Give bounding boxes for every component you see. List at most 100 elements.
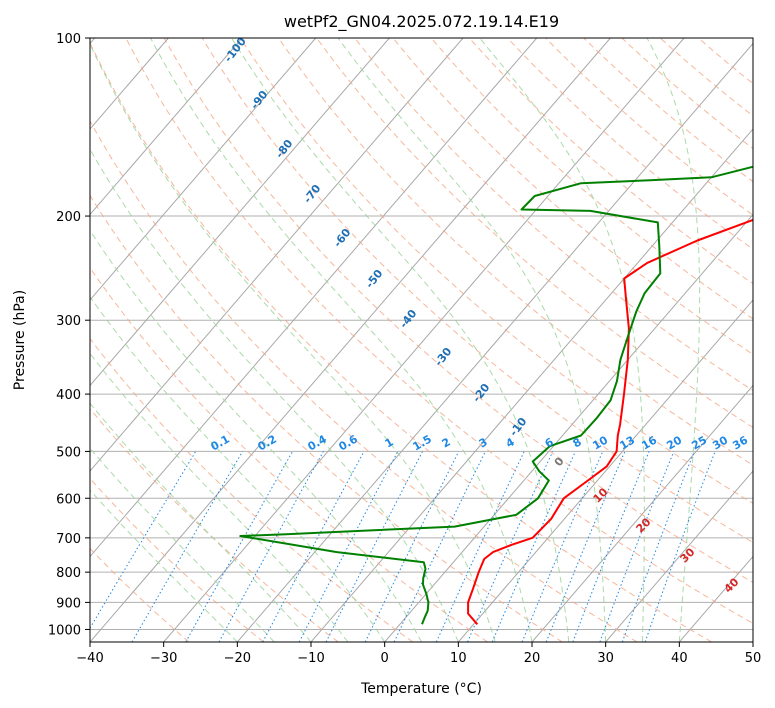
mixing-ratio-line-4 (262, 451, 365, 642)
mixing-ratio-line-5 (298, 451, 399, 642)
moist-adiabat--10 (90, 402, 312, 642)
y-tick-label-700: 700 (56, 532, 81, 547)
dry-adiabat-80 (239, 38, 753, 504)
mixing-ratio-label-13: 16 (639, 433, 659, 452)
y-tick-label-800: 800 (56, 566, 81, 581)
temperature-profile (467, 218, 753, 625)
dry-adiabat-label-0: 10 (591, 485, 611, 505)
moist-adiabat-10 (90, 148, 459, 642)
mixing-ratio-label-7: 3 (477, 435, 490, 450)
moist-adiabat-20 (150, 38, 533, 642)
moist-adiabat-label-2: -80 (273, 137, 296, 161)
moist-adiabat-lines (90, 38, 701, 642)
dry-adiabat-200 (697, 38, 753, 85)
dry-adiabat-50 (125, 38, 753, 625)
x-axis-label: Temperature (°C) (360, 681, 482, 697)
moist-adiabat-label-3: -70 (301, 182, 324, 206)
isotherm--40 (90, 38, 611, 642)
moist-adiabat-label-5: -50 (363, 267, 386, 291)
mixing-ratio-line-10 (467, 451, 554, 642)
mixing-ratio-line-7 (364, 451, 460, 642)
isotherm-20 (531, 384, 753, 642)
dry-adiabat-60 (163, 38, 753, 584)
y-tick-label-200: 200 (56, 210, 81, 225)
dry-adiabat-140 (468, 38, 753, 285)
isotherm-30 (605, 470, 753, 642)
dry-adiabat-100 (316, 38, 753, 429)
dry-adiabat-label-1: 20 (634, 515, 654, 535)
y-tick-label-100: 100 (56, 32, 81, 47)
moist-adiabat-35 (479, 38, 645, 642)
mixing-ratio-label-16: 30 (710, 433, 730, 452)
x-tick-label--10: −10 (297, 651, 324, 666)
dry-adiabat-160 (545, 38, 753, 216)
moist-adiabat-25 (231, 38, 570, 642)
isotherm--50 (90, 38, 538, 558)
dry-adiabat-70 (201, 38, 753, 544)
x-tick-label-40: 40 (671, 651, 688, 666)
mixing-ratio-label-15: 25 (689, 434, 709, 453)
y-tick-label-900: 900 (56, 596, 81, 611)
y-tick-label-300: 300 (56, 314, 81, 329)
isotherm-lines (90, 38, 753, 642)
y-axis-label: Pressure (hPa) (12, 290, 28, 390)
moist-adiabat-15 (90, 43, 496, 642)
dry-adiabat-110 (354, 38, 753, 392)
mixing-ratio-label-5: 1.5 (411, 432, 434, 453)
isotherm--30 (163, 38, 685, 642)
mixing-ratio-line-12 (521, 451, 604, 642)
mixing-ratio-line-9 (435, 451, 525, 642)
mixing-ratio-label-0: 0.1 (209, 432, 232, 453)
x-tick-label-30: 30 (597, 651, 614, 666)
isotherm--60 (90, 38, 464, 472)
isotherm-0 (384, 213, 753, 642)
plot-frame (89, 37, 754, 643)
dry-adiabat-20 (90, 194, 563, 642)
y-axis-ticks: 100 200 300 400 500 600 700 800 900 1000 (48, 32, 90, 638)
dry-adiabat--10 (90, 407, 339, 642)
x-tick-label-50: 50 (745, 651, 762, 666)
x-tick-label-0: 0 (381, 651, 389, 666)
isobar-gridlines (90, 38, 753, 630)
moist-adiabat-label-8: -20 (470, 381, 493, 405)
isotherm--80 (90, 38, 317, 301)
mixing-ratio-line-13 (545, 451, 626, 642)
mixing-ratio-label-1: 0.2 (256, 432, 279, 453)
moist-adiabat--15 (90, 447, 275, 642)
mixing-ratio-label-6: 2 (440, 435, 453, 450)
dry-adiabat--20 (90, 477, 264, 642)
moist-adiabat-label-4: -60 (331, 226, 354, 250)
mixing-ratio-label-17: 36 (730, 433, 750, 452)
mixing-ratio-label-9: 6 (543, 435, 556, 450)
dry-adiabat-30 (90, 120, 638, 642)
moist-adiabat-label-6: -40 (397, 307, 420, 331)
y-tick-label-600: 600 (56, 492, 81, 507)
mixing-ratio-line-2 (185, 451, 294, 642)
isotherm-50 (752, 641, 753, 642)
isotherm-10 (457, 299, 753, 642)
isotherm--90 (90, 38, 243, 216)
isotherm--10 (310, 128, 753, 642)
mixing-ratio-label-10: 8 (571, 435, 584, 450)
mixing-ratio-line-15 (599, 451, 675, 642)
y-tick-label-400: 400 (56, 388, 81, 403)
x-tick-label--40: −40 (76, 651, 103, 666)
y-tick-label-1000: 1000 (48, 623, 81, 638)
x-tick-label--30: −30 (150, 651, 177, 666)
x-tick-label-20: 20 (524, 651, 541, 666)
y-tick-label-500: 500 (56, 445, 81, 460)
moist-adiabat-30 (337, 38, 607, 642)
dry-adiabat--30 (90, 547, 190, 642)
moist-adiabat-0 (90, 296, 386, 642)
mixing-ratio-line-6 (325, 451, 423, 642)
dry-adiabat-0 (90, 337, 414, 642)
moist-adiabat--20 (90, 489, 238, 642)
dry-adiabat-label-3: 40 (722, 575, 742, 595)
dry-adiabat-lines (90, 38, 753, 642)
dry-adiabat-120 (392, 38, 753, 355)
moist-adiabat-label-7: -30 (432, 345, 455, 369)
x-tick-label--20: −20 (224, 651, 251, 666)
dry-adiabat-40 (90, 41, 712, 642)
mixing-ratio-label-2: 0.4 (306, 432, 330, 453)
